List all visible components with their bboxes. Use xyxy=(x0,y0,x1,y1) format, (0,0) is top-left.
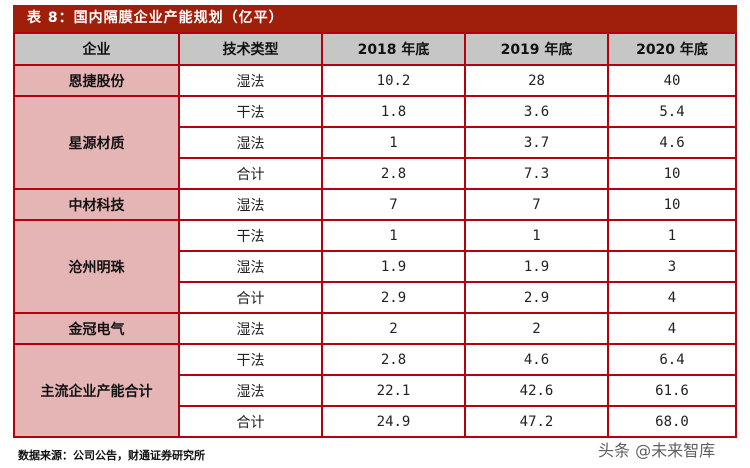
header-company: 企业 xyxy=(13,32,180,66)
value-2018: 2.9 xyxy=(321,281,466,314)
company-cell: 金冠电气 xyxy=(13,312,180,345)
tech-type-cell: 湿法 xyxy=(178,126,323,159)
value-2020: 6.4 xyxy=(607,343,737,376)
value-2019: 42.6 xyxy=(464,374,609,407)
table-row: 恩捷股份 湿法 10.2 28 40 xyxy=(13,64,737,97)
value-2018: 2.8 xyxy=(321,343,466,376)
value-2020: 4 xyxy=(607,312,737,345)
value-2019: 1.9 xyxy=(464,250,609,283)
data-source-note: 数据来源：公司公告，财通证券研究所 xyxy=(18,449,205,462)
value-2018: 2.8 xyxy=(321,157,466,190)
table-row: 中材科技 湿法 7 7 10 xyxy=(13,188,737,221)
value-2018: 7 xyxy=(321,188,466,221)
header-row: 企业 技术类型 2018 年底 2019 年底 2020 年底 xyxy=(13,32,737,66)
company-cell: 星源材质 xyxy=(13,95,180,190)
company-cell: 主流企业产能合计 xyxy=(13,343,180,438)
value-2020: 61.6 xyxy=(607,374,737,407)
value-2020: 1 xyxy=(607,219,737,252)
tech-type-cell: 湿法 xyxy=(178,374,323,407)
header-2018: 2018 年底 xyxy=(321,32,466,66)
value-2019: 1 xyxy=(464,219,609,252)
value-2020: 40 xyxy=(607,64,737,97)
value-2020: 68.0 xyxy=(607,405,737,438)
tech-type-cell: 湿法 xyxy=(178,64,323,97)
table-row: 主流企业产能合计 干法 2.8 4.6 6.4 xyxy=(13,343,737,438)
value-2019: 4.6 xyxy=(464,343,609,376)
capacity-table: 企业 技术类型 2018 年底 2019 年底 2020 年底 恩捷股份 湿法 … xyxy=(13,32,737,438)
table-row: 湿法 1 3.7 4.6 xyxy=(14,126,737,159)
company-cell: 中材科技 xyxy=(13,188,180,221)
value-2019: 28 xyxy=(464,64,609,97)
value-2018: 24.9 xyxy=(321,405,466,438)
tech-type-cell: 湿法 xyxy=(178,188,323,221)
tech-type-cell: 湿法 xyxy=(178,312,323,345)
table-row: 星源材质 干法 1.8 3.6 5.4 xyxy=(13,95,737,190)
value-2019: 2 xyxy=(464,312,609,345)
value-2019: 3.7 xyxy=(464,126,609,159)
value-2018: 2 xyxy=(321,312,466,345)
tech-type-cell: 湿法 xyxy=(178,250,323,283)
header-2019: 2019 年底 xyxy=(464,32,609,66)
value-2020: 4.6 xyxy=(607,126,737,159)
tech-type-cell: 干法 xyxy=(178,219,323,252)
watermark: 头条 @未来智库 xyxy=(598,441,716,460)
table-row: 金冠电气 湿法 2 2 4 xyxy=(13,312,737,345)
table-row: 合计 24.9 47.2 68.0 xyxy=(14,405,737,438)
table-row: 合计 2.9 2.9 4 xyxy=(14,281,737,314)
value-2018: 1 xyxy=(321,219,466,252)
table-title: 表 8：国内隔膜企业产能规划（亿平） xyxy=(13,5,737,32)
value-2018: 22.1 xyxy=(321,374,466,407)
company-cell: 沧州明珠 xyxy=(13,219,180,314)
tech-type-cell: 合计 xyxy=(178,281,323,314)
table-row: 合计 2.8 7.3 10 xyxy=(14,157,737,190)
header-tech-type: 技术类型 xyxy=(178,32,323,66)
value-2019: 3.6 xyxy=(464,95,609,128)
header-2020: 2020 年底 xyxy=(607,32,737,66)
value-2020: 4 xyxy=(607,281,737,314)
tech-type-cell: 干法 xyxy=(178,95,323,128)
value-2020: 10 xyxy=(607,157,737,190)
value-2018: 10.2 xyxy=(321,64,466,97)
tech-type-cell: 干法 xyxy=(178,343,323,376)
value-2020: 5.4 xyxy=(607,95,737,128)
tech-type-cell: 合计 xyxy=(178,157,323,190)
value-2018: 1.8 xyxy=(321,95,466,128)
table-row: 湿法 22.1 42.6 61.6 xyxy=(14,374,737,407)
company-cell: 恩捷股份 xyxy=(13,64,180,97)
tech-type-cell: 合计 xyxy=(178,405,323,438)
value-2019: 2.9 xyxy=(464,281,609,314)
value-2018: 1.9 xyxy=(321,250,466,283)
value-2018: 1 xyxy=(321,126,466,159)
value-2019: 47.2 xyxy=(464,405,609,438)
table-row: 沧州明珠 干法 1 1 1 xyxy=(13,219,737,314)
value-2019: 7 xyxy=(464,188,609,221)
value-2019: 7.3 xyxy=(464,157,609,190)
value-2020: 10 xyxy=(607,188,737,221)
table-row: 湿法 1.9 1.9 3 xyxy=(14,250,737,283)
value-2020: 3 xyxy=(607,250,737,283)
